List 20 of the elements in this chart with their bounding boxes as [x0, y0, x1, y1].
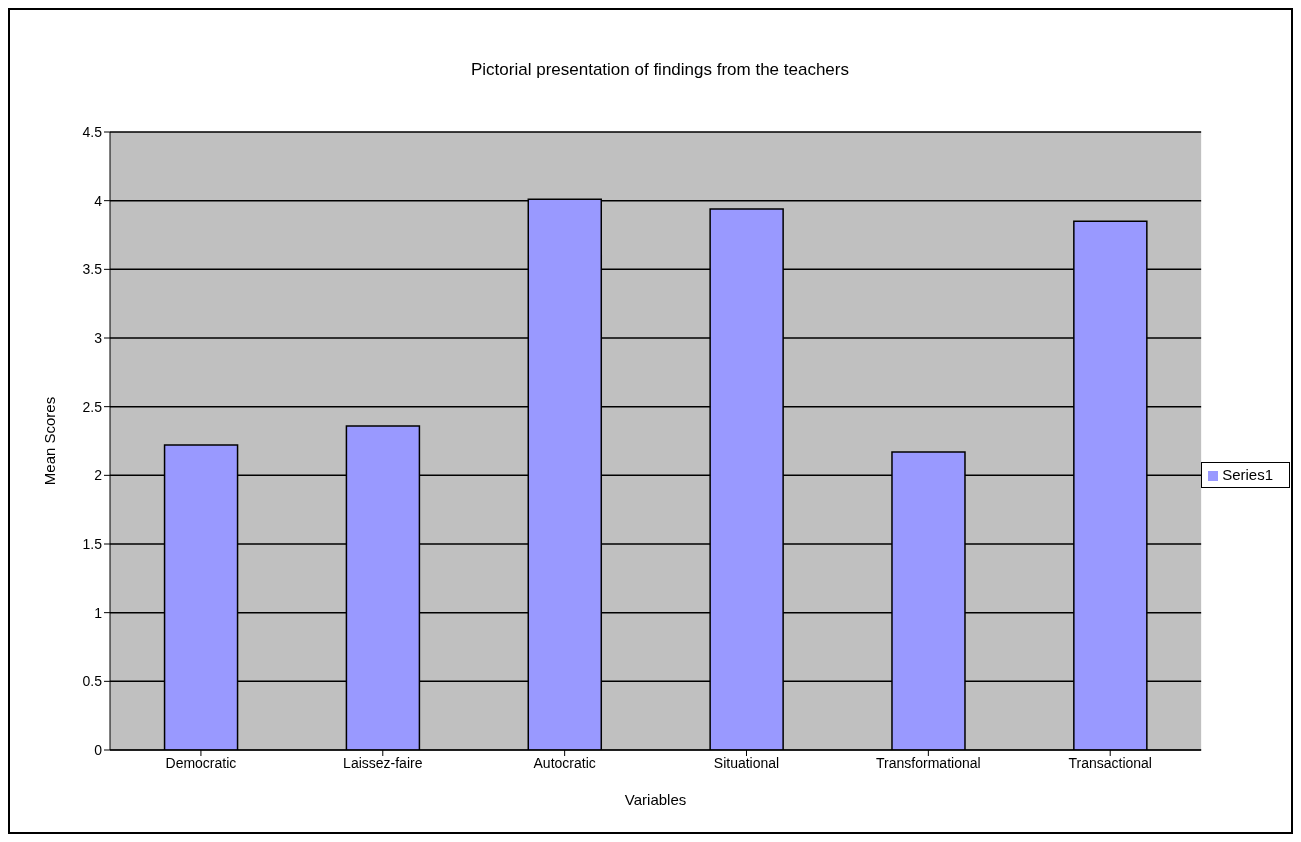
legend-label: Series1: [1222, 466, 1273, 483]
y-tick-label: 2.5: [82, 398, 103, 415]
y-tick-label: 2: [94, 467, 103, 484]
x-axis-title: Variables: [624, 791, 687, 808]
x-tick-label: Democratic: [165, 754, 237, 771]
x-tick-label: Autocratic: [533, 754, 596, 771]
y-tick-label: 3: [94, 329, 103, 346]
y-tick-label: 1.5: [82, 535, 103, 552]
y-tick-label: 4.5: [82, 123, 103, 140]
x-tick-label: Transactional: [1068, 754, 1152, 771]
y-tick-label: 0.5: [82, 673, 103, 690]
x-tick-label: Situational: [713, 754, 780, 771]
y-tick-label: 1: [94, 604, 103, 621]
chart-title: Pictorial presentation of findings from the teachers: [470, 60, 850, 80]
y-tick-label: 3.5: [82, 261, 103, 278]
y-tick-label: 4: [94, 192, 103, 209]
x-tick-label: Transformational: [876, 754, 981, 771]
y-axis-title: Mean Scores: [41, 396, 59, 486]
y-tick-label: 0: [94, 741, 103, 758]
x-tick-label: Laissez-faire: [343, 754, 423, 771]
